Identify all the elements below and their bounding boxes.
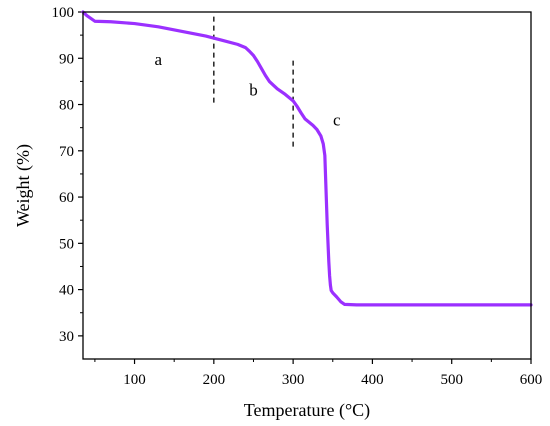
series-layer bbox=[81, 10, 533, 307]
stage-label-a: a bbox=[155, 50, 163, 69]
y-tick-label: 70 bbox=[59, 144, 74, 160]
y-tick-label: 80 bbox=[59, 98, 74, 114]
ticks-layer: 100 200 300 400 500 600 30 40 50 60 70 80 90 100 bbox=[52, 5, 543, 388]
y-tick-label: 100 bbox=[52, 5, 75, 21]
x-tick-label: 400 bbox=[361, 372, 384, 388]
stage-label-c: c bbox=[333, 110, 341, 129]
x-axis-title: Temperature (°C) bbox=[244, 400, 370, 421]
y-axis-title: Weight (%) bbox=[13, 144, 34, 227]
stage-label-b: b bbox=[249, 80, 258, 99]
annotations-layer: a b c bbox=[155, 50, 341, 129]
reference-lines bbox=[213, 16, 294, 149]
y-tick-label: 90 bbox=[59, 51, 74, 67]
series-line bbox=[81, 10, 533, 307]
plot-frame bbox=[82, 11, 532, 360]
x-tick-label: 100 bbox=[123, 372, 146, 388]
y-tick-label: 30 bbox=[59, 329, 74, 345]
x-tick-label: 300 bbox=[282, 372, 305, 388]
x-tick-label: 500 bbox=[440, 372, 463, 388]
y-tick-label: 50 bbox=[59, 236, 74, 252]
y-tick-label: 40 bbox=[59, 283, 74, 299]
y-tick-label: 60 bbox=[59, 190, 74, 206]
x-tick-label: 200 bbox=[203, 372, 226, 388]
x-tick-label: 600 bbox=[520, 372, 543, 388]
